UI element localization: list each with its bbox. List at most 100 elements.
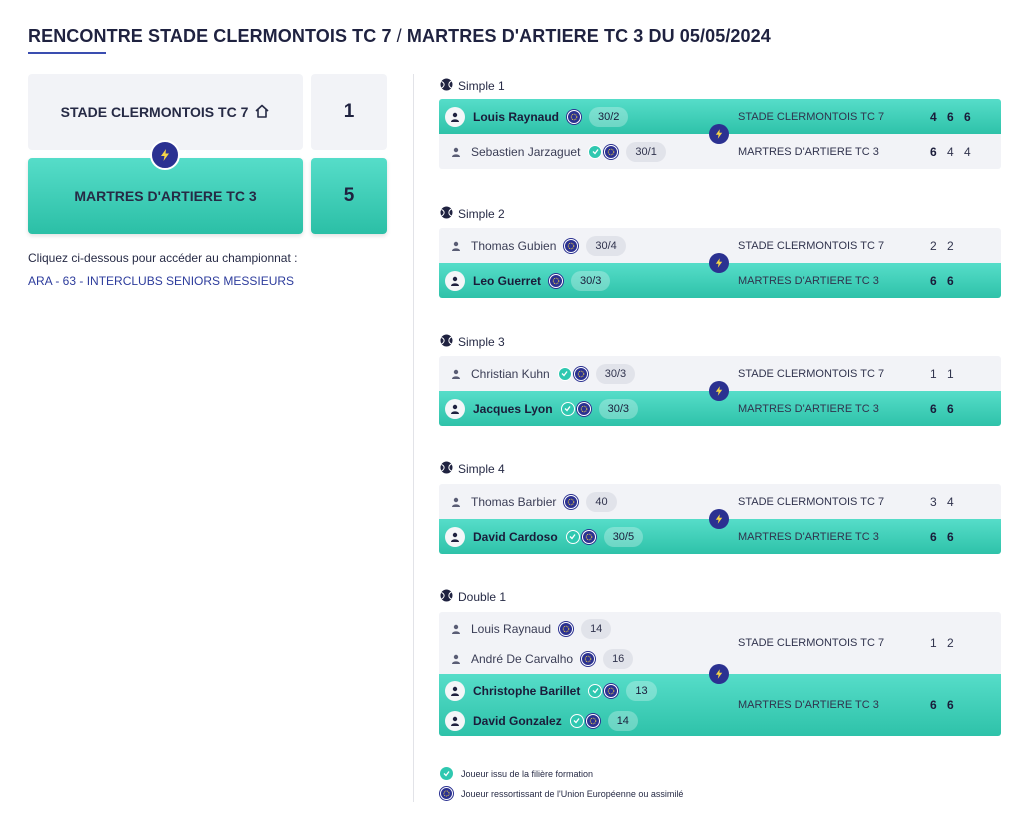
player: Louis Raynaud 30/2 bbox=[439, 100, 629, 133]
person-icon bbox=[449, 239, 463, 253]
tennis-ball-icon bbox=[440, 461, 453, 477]
player-name[interactable]: Christian Kuhn bbox=[471, 366, 550, 381]
player: David Cardoso 30/5 bbox=[439, 520, 644, 553]
match-label-text: Double 1 bbox=[458, 590, 507, 604]
eu-stars-icon bbox=[581, 651, 596, 666]
rank-badge: 13 bbox=[626, 680, 657, 701]
set-score: 3 bbox=[930, 494, 937, 509]
set-score: 4 bbox=[947, 144, 954, 159]
eu-stars-icon bbox=[440, 787, 453, 800]
set-score: 6 bbox=[930, 144, 937, 159]
eu-stars-icon bbox=[559, 621, 574, 636]
eu-stars-icon bbox=[567, 109, 582, 124]
set-score: 4 bbox=[964, 144, 971, 159]
match-label-text: Simple 2 bbox=[458, 207, 505, 221]
championship-hint: Cliquez ci-dessous pour accéder au champ… bbox=[28, 251, 298, 265]
player-name[interactable]: Jacques Lyon bbox=[473, 401, 553, 416]
player: Jacques Lyon 30/3 bbox=[439, 392, 639, 425]
lightning-icon bbox=[709, 381, 729, 401]
match-label-text: Simple 3 bbox=[458, 335, 505, 349]
legend-formation-text: Joueur issu de la filière formation bbox=[461, 768, 594, 779]
tennis-ball-icon bbox=[440, 206, 453, 222]
set-score: 6 bbox=[930, 401, 937, 416]
rank-badge: 14 bbox=[607, 710, 638, 731]
player-name[interactable]: Christophe Barillet bbox=[473, 683, 581, 698]
club-name: STADE CLERMONTOIS TC 7 bbox=[738, 110, 885, 123]
formation-icon bbox=[560, 401, 575, 416]
page-title: RENCONTRE STADE CLERMONTOIS TC 7 / MARTR… bbox=[28, 26, 771, 47]
match-label: Simple 4 bbox=[440, 461, 505, 477]
rank-badge: 30/2 bbox=[589, 106, 629, 127]
championship-link[interactable]: ARA - 63 - INTERCLUBS SENIORS MESSIEURS bbox=[28, 274, 295, 288]
rank-badge: 30/4 bbox=[586, 235, 626, 256]
set-score: 6 bbox=[947, 529, 954, 544]
title-underline bbox=[28, 52, 106, 54]
eu-stars-icon bbox=[585, 713, 600, 728]
eu-stars-icon bbox=[604, 683, 619, 698]
person-icon bbox=[449, 145, 463, 159]
formation-icon bbox=[588, 144, 603, 159]
set-score: 1 bbox=[930, 366, 937, 381]
home-row: Louis Raynaud 14 André De Carvalho 16 STADE … bbox=[439, 612, 1001, 674]
player-name[interactable]: Louis Raynaud bbox=[473, 109, 560, 124]
set-score: 6 bbox=[930, 698, 937, 712]
player-name[interactable]: Louis Raynaud bbox=[471, 621, 552, 636]
player-name[interactable]: David Cardoso bbox=[473, 529, 558, 544]
person-icon bbox=[449, 652, 463, 666]
club-name: MARTRES D'ARTIERE TC 3 bbox=[738, 530, 879, 543]
formation-icon bbox=[557, 366, 572, 381]
away-team-name: MARTRES D'ARTIERE TC 3 bbox=[74, 188, 257, 204]
set-score: 6 bbox=[947, 698, 954, 712]
home-score: 1 bbox=[311, 74, 387, 150]
rank-badge: 30/1 bbox=[626, 141, 666, 162]
set-score: 6 bbox=[947, 401, 954, 416]
eu-stars-icon bbox=[564, 494, 579, 509]
set-score: 6 bbox=[964, 109, 971, 124]
player-name[interactable]: Thomas Barbier bbox=[471, 494, 557, 509]
tennis-ball-icon bbox=[440, 78, 453, 94]
player-name[interactable]: Leo Guerret bbox=[473, 273, 542, 288]
match-label: Simple 3 bbox=[440, 334, 505, 350]
match-label: Simple 1 bbox=[440, 78, 505, 94]
home-icon bbox=[254, 103, 270, 122]
player: Thomas Gubien 30/4 bbox=[439, 229, 626, 262]
player-name[interactable]: David Gonzalez bbox=[473, 713, 562, 728]
set-score: 6 bbox=[947, 273, 954, 288]
match-label: Simple 2 bbox=[440, 206, 505, 222]
set-score: 4 bbox=[947, 494, 954, 509]
page-title-rest: MARTRES D'ARTIERE TC 3 DU 05/05/2024 bbox=[406, 26, 771, 46]
club-name: STADE CLERMONTOIS TC 7 bbox=[738, 367, 885, 380]
set-score: 2 bbox=[930, 238, 937, 253]
formation-icon bbox=[440, 767, 453, 780]
rank-badge: 30/3 bbox=[595, 363, 636, 384]
club-name: MARTRES D'ARTIERE TC 3 bbox=[738, 274, 879, 287]
player-name[interactable]: Sebastien Jarzaguet bbox=[471, 144, 581, 159]
person-icon bbox=[445, 270, 465, 291]
player-name[interactable]: André De Carvalho bbox=[471, 651, 574, 666]
set-score: 6 bbox=[947, 109, 954, 124]
person-icon bbox=[445, 106, 465, 127]
set-score: 6 bbox=[930, 529, 937, 544]
away-score: 5 bbox=[311, 158, 387, 234]
away-row: David Cardoso 30/5 MARTRES D'ARTIERE TC 3 6… bbox=[439, 519, 1001, 554]
player-name[interactable]: Thomas Gubien bbox=[471, 238, 557, 253]
player: André De Carvalho 16 bbox=[439, 645, 634, 672]
match-label-text: Simple 4 bbox=[458, 462, 505, 476]
player: David Gonzalez 14 bbox=[439, 707, 638, 734]
legend-eu: Joueur ressortissant de l'Union Européen… bbox=[440, 787, 683, 800]
legend-eu-text: Joueur ressortissant de l'Union Européen… bbox=[461, 788, 684, 799]
person-icon bbox=[449, 622, 463, 636]
lightning-icon bbox=[709, 253, 729, 273]
set-score: 2 bbox=[947, 636, 954, 650]
eu-stars-icon bbox=[581, 529, 596, 544]
club-name: STADE CLERMONTOIS TC 7 bbox=[738, 637, 885, 649]
